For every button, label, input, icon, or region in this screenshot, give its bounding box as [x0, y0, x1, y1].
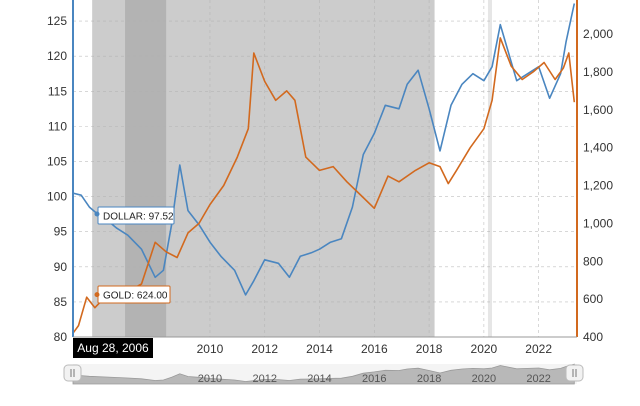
- right-tick-label: 1,000: [583, 216, 613, 230]
- x-axis: 2010 2012 2014 2016 2018 2020 2022: [197, 342, 553, 356]
- right-tick-label: 400: [583, 330, 603, 344]
- navigator-tick-label: 2014: [307, 373, 331, 385]
- left-tick-label: 115: [48, 84, 67, 98]
- cursor-date-box: [73, 338, 153, 358]
- x-tick-label: 2020: [471, 342, 498, 356]
- left-tick-label: 125: [47, 14, 67, 28]
- right-tick-label: 1,200: [583, 179, 613, 193]
- series-line-dollar: [72, 3, 576, 296]
- navigator-mini-series: [72, 363, 575, 385]
- tooltip-marker-gold: [94, 292, 100, 298]
- overlay: DOLLAR: 97.52 GOLD: 624.00 Aug 28, 2006: [72, 0, 578, 358]
- cursor-date-label: Aug 28, 2006: [77, 341, 149, 355]
- series-line-gold: [72, 37, 576, 334]
- x-tick-label: 2018: [416, 342, 443, 356]
- navigator-tick-label: 2018: [417, 373, 441, 385]
- shaded-period-2020: [487, 0, 492, 337]
- right-tick-label: 800: [583, 254, 603, 268]
- right-tick-label: 600: [583, 292, 603, 306]
- navigator-handle-left[interactable]: [63, 364, 82, 382]
- x-tick-label: 2022: [525, 342, 552, 356]
- x-tick-label: 2014: [306, 342, 333, 356]
- navigator-tick-label: 2022: [526, 373, 550, 385]
- navigator-tick-label: 2012: [252, 373, 276, 385]
- right-tick-label: 2,000: [583, 27, 613, 41]
- left-tick-label: 95: [54, 225, 68, 239]
- left-tick-label: 80: [54, 330, 68, 344]
- left-tick-label: 100: [47, 190, 67, 204]
- x-tick-label: 2010: [197, 342, 224, 356]
- left-tick-label: 85: [54, 295, 68, 309]
- navigator-handle-right[interactable]: [565, 364, 584, 382]
- right-tick-label: 1,600: [583, 103, 613, 117]
- left-axis: 80 85 90 95 100 105 110 115 120 125: [47, 14, 67, 344]
- shaded-periods: [92, 0, 492, 337]
- right-tick-label: 1,800: [583, 65, 613, 79]
- tooltip-text-dollar: DOLLAR: 97.52: [103, 212, 174, 223]
- right-axis: 400 600 800 1,000 1,200 1,400 1,600 1,800 2,000: [583, 27, 613, 344]
- x-tick-label: 2016: [361, 342, 388, 356]
- tooltip-marker-dollar: [94, 211, 100, 217]
- right-tick-label: 1,400: [583, 141, 613, 155]
- navigator-tick-label: 2016: [362, 373, 386, 385]
- left-tick-label: 120: [47, 49, 67, 63]
- x-tick-label: 2012: [251, 342, 278, 356]
- series-lines: [72, 3, 576, 334]
- left-tick-label: 90: [54, 260, 68, 274]
- navigator-tick-label: 2010: [198, 373, 222, 385]
- left-tick-label: 110: [48, 119, 67, 133]
- tooltip-text-gold: GOLD: 624.00: [103, 291, 168, 302]
- range-navigator[interactable]: 2010 2012 2014 2016 2018 2020 2022: [63, 363, 584, 385]
- navigator-tick-label: 2020: [472, 373, 496, 385]
- left-tick-label: 105: [47, 154, 67, 168]
